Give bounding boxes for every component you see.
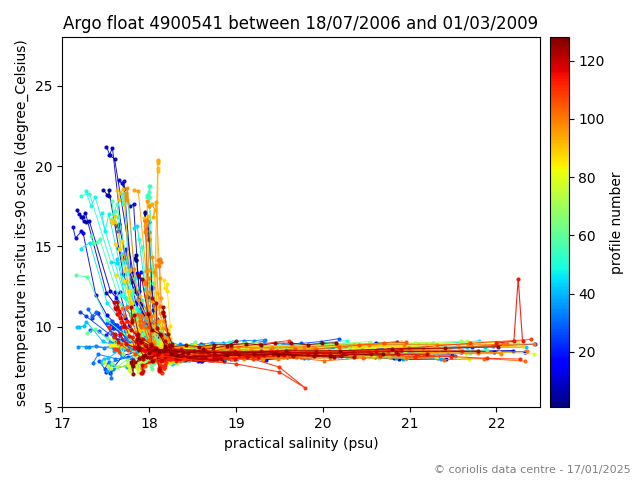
- Y-axis label: sea temperature in-situ its-90 scale (degree_Celsius): sea temperature in-situ its-90 scale (de…: [15, 39, 29, 406]
- Y-axis label: profile number: profile number: [611, 171, 624, 274]
- Title: Argo float 4900541 between 18/07/2006 and 01/03/2009: Argo float 4900541 between 18/07/2006 an…: [63, 15, 538, 33]
- Text: © coriolis data centre - 17/01/2025: © coriolis data centre - 17/01/2025: [434, 465, 630, 475]
- X-axis label: practical salinity (psu): practical salinity (psu): [223, 437, 378, 451]
